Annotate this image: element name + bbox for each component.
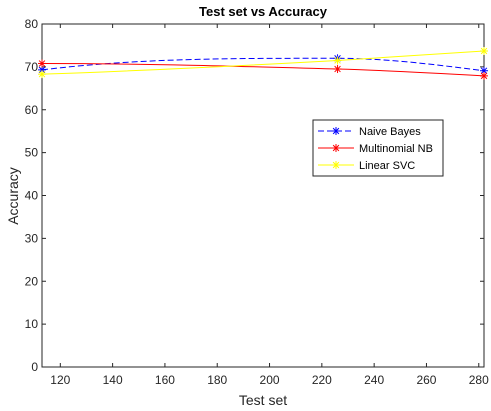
series-multinomial-nb bbox=[38, 59, 488, 80]
data-point-multinomial-nb bbox=[480, 71, 488, 80]
data-point-linear-svc bbox=[480, 47, 488, 56]
y-tick-label: 80 bbox=[25, 17, 39, 31]
x-tick-label: 220 bbox=[312, 373, 332, 387]
legend-marker bbox=[332, 127, 340, 135]
y-tick-label: 70 bbox=[25, 60, 39, 74]
x-tick-label: 240 bbox=[364, 373, 384, 387]
y-tick-label: 50 bbox=[25, 146, 39, 160]
y-tick-label: 10 bbox=[25, 317, 39, 331]
chart-title: Test set vs Accuracy bbox=[199, 4, 328, 19]
x-axis-title: Test set bbox=[239, 392, 287, 408]
legend-label: Naive Bayes bbox=[359, 126, 421, 138]
y-tick-label: 40 bbox=[25, 189, 39, 203]
y-tick-label: 60 bbox=[25, 103, 39, 117]
legend-marker bbox=[332, 161, 340, 169]
legend-item-multinomial-nb: Multinomial NB bbox=[318, 143, 433, 155]
series-line-naive-bayes bbox=[41, 57, 485, 72]
data-point-linear-svc bbox=[333, 56, 342, 65]
x-tick-label: 280 bbox=[469, 373, 489, 387]
data-point-linear-svc bbox=[38, 70, 46, 79]
x-tick-label: 180 bbox=[207, 373, 227, 387]
y-tick-label: 20 bbox=[25, 274, 39, 288]
legend-label: Multinomial NB bbox=[359, 143, 433, 155]
series-line-linear-svc bbox=[41, 50, 485, 75]
x-tick-label: 120 bbox=[50, 373, 70, 387]
legend-label: Linear SVC bbox=[359, 160, 415, 172]
x-tick-label: 160 bbox=[155, 373, 175, 387]
legend-item-naive-bayes: Naive Bayes bbox=[318, 126, 421, 138]
y-tick-label: 30 bbox=[25, 231, 39, 245]
plot-area bbox=[41, 23, 485, 368]
y-tick-label: 0 bbox=[31, 360, 38, 374]
y-axis-title: Accuracy bbox=[5, 167, 21, 225]
legend: Naive Bayes Multinomial NB Linear SVC bbox=[312, 119, 444, 177]
series-line-multinomial-nb bbox=[41, 62, 485, 77]
x-axis: 120 140 160 180 200 220 240 260 280 bbox=[50, 24, 489, 387]
legend-marker bbox=[332, 144, 340, 152]
data-point-multinomial-nb bbox=[38, 59, 46, 68]
x-tick-label: 140 bbox=[103, 373, 123, 387]
legend-item-linear-svc: Linear SVC bbox=[318, 160, 415, 172]
x-tick-label: 260 bbox=[416, 373, 436, 387]
data-point-multinomial-nb bbox=[333, 65, 342, 74]
series-layer bbox=[38, 47, 488, 80]
x-tick-label: 200 bbox=[260, 373, 280, 387]
y-axis: 0 10 20 30 40 50 60 70 80 bbox=[25, 17, 484, 374]
series-linear-svc bbox=[38, 47, 488, 79]
